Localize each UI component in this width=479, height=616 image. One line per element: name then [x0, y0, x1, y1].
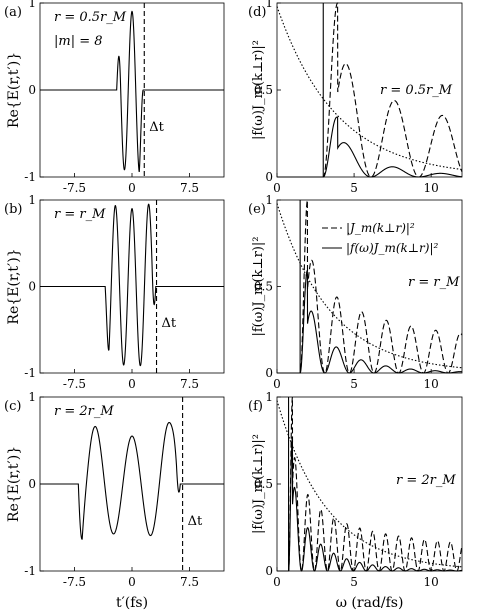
y-tick-label: 1 — [265, 193, 273, 207]
legend-label-weighted: |f(ω)J_m(k⊥r)|² — [346, 241, 439, 255]
delta-t-label: Δt — [162, 316, 177, 331]
x-axis-label: t′(fs) — [116, 595, 148, 611]
x-tick-label: 7.5 — [180, 575, 199, 589]
plot-panel-f: 0 5 10 0 0.5 1 |f(ω)J_m(k⊥r)|² r = 2r_M ω (rad/f… — [251, 390, 463, 611]
y-tick-label: -1 — [24, 366, 36, 380]
delta-t-label: Δt — [149, 120, 164, 135]
y-tick-label: 1 — [28, 0, 36, 10]
radius-annotation: r = r_M — [408, 275, 460, 290]
x-tick-label: 5 — [350, 377, 358, 391]
x-tick-label: -7.5 — [63, 377, 86, 391]
x-tick-label: 10 — [424, 575, 439, 589]
y-tick-label: 0 — [28, 280, 36, 294]
x-tick-label: -7.5 — [63, 575, 86, 589]
x-tick-label: 10 — [424, 181, 439, 195]
y-axis-label: Re{E(r,t′)} — [6, 446, 22, 522]
y-axis-label: |f(ω)J_m(k⊥r)|² — [251, 40, 266, 140]
plot-panel-d: 0 5 10 0 0.5 1 |f(ω)J_m(k⊥r)|² r = 0.5r_M — [251, 0, 463, 195]
plot-panel-a: -7.5 0 7.5 -1 0 1 r = 0.5r_M |m| = 8 Δt Re{E(r,t′… — [6, 0, 225, 195]
y-tick-label: 0.5 — [254, 280, 273, 294]
weighted-solid-curve — [277, 116, 463, 178]
x-tick-label: 0 — [128, 181, 136, 195]
radius-annotation: r = 0.5r_M — [380, 83, 453, 98]
x-tick-label: 0 — [273, 575, 281, 589]
y-tick-label: 1 — [28, 390, 36, 404]
radius-annotation: r = 0.5r_M — [54, 10, 127, 25]
panel-label-c: (c) — [4, 399, 21, 414]
order-annotation: |m| = 8 — [54, 34, 103, 49]
y-axis-label: Re{E(r,t′)} — [6, 248, 22, 324]
plot-panel-c: -7.5 0 7.5 -1 0 1 r = 2r_M Δt Re{E(r,t′)} t′(fs) — [6, 390, 225, 611]
y-axis-label: |f(ω)J_m(k⊥r)|² — [251, 236, 266, 336]
y-tick-label: 0 — [265, 366, 273, 380]
weighted-solid-curve — [277, 436, 463, 572]
x-tick-label: 5 — [350, 181, 358, 195]
y-tick-label: 0.5 — [254, 83, 273, 97]
x-tick-label: -7.5 — [63, 181, 86, 195]
panel-label-a: (a) — [4, 5, 22, 20]
x-tick-label: 0 — [273, 377, 281, 391]
y-tick-label: 0 — [265, 170, 273, 184]
y-tick-label: 0 — [28, 477, 36, 491]
pulse-curve — [40, 10, 224, 172]
radius-annotation: r = 2r_M — [54, 404, 114, 419]
envelope-curve — [276, 400, 463, 568]
panel-label-d: (d) — [248, 5, 266, 20]
y-tick-label: 1 — [265, 0, 273, 10]
x-axis-label: ω (rad/fs) — [336, 595, 404, 611]
panel-label-b: (b) — [4, 202, 22, 217]
radius-annotation: r = 2r_M — [396, 473, 456, 488]
y-axis-label: Re{E(r,t′)} — [6, 52, 22, 128]
radius-annotation: r = r_M — [54, 207, 106, 222]
delta-t-label: Δt — [188, 514, 203, 529]
pulse-curve — [40, 203, 224, 367]
legend-label-bessel: |J_m(k⊥r)|² — [346, 221, 415, 235]
x-tick-label: 7.5 — [180, 181, 199, 195]
y-tick-label: 1 — [265, 390, 273, 404]
y-tick-label: 0.5 — [254, 477, 273, 491]
y-tick-label: 0 — [28, 83, 36, 97]
x-tick-label: 7.5 — [180, 377, 199, 391]
x-tick-label: 5 — [350, 575, 358, 589]
panel-label-e: (e) — [248, 202, 266, 217]
x-tick-label: 0 — [273, 181, 281, 195]
y-axis-label: |f(ω)J_m(k⊥r)|² — [251, 434, 266, 534]
panel-label-f: (f) — [248, 399, 263, 414]
y-tick-label: -1 — [24, 170, 36, 184]
pulse-curve — [40, 421, 224, 540]
weighted-solid-curve — [277, 269, 463, 374]
x-tick-label: 0 — [128, 575, 136, 589]
x-tick-label: 10 — [424, 377, 439, 391]
y-tick-label: -1 — [24, 564, 36, 578]
plot-panel-b: -7.5 0 7.5 -1 0 1 r = r_M Δt Re{E(r,t′)} — [6, 193, 225, 391]
y-tick-label: 0 — [265, 564, 273, 578]
x-tick-label: 0 — [128, 377, 136, 391]
y-tick-label: 1 — [28, 193, 36, 207]
